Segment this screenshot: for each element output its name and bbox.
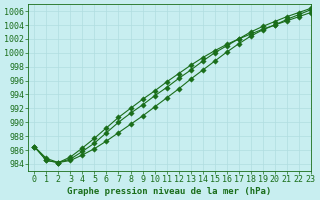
X-axis label: Graphe pression niveau de la mer (hPa): Graphe pression niveau de la mer (hPa) bbox=[68, 187, 272, 196]
